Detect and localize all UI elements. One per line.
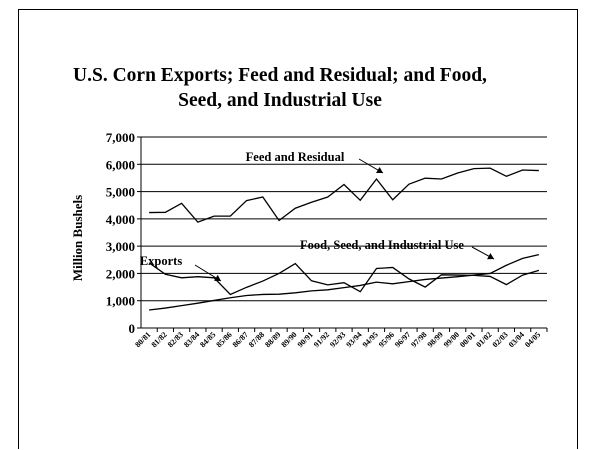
x-tick-label: 92/93 (328, 330, 347, 349)
x-tick-label: 94/95 (361, 330, 380, 349)
x-tick-label: 89/90 (279, 330, 298, 349)
x-tick-label: 99/00 (442, 330, 461, 349)
x-tick-label: 88/89 (263, 330, 282, 349)
y-tick-label: 3,000 (106, 239, 135, 254)
x-tick-label: 95/96 (377, 330, 396, 349)
annotation-label: Feed and Residual (246, 150, 345, 164)
x-tick-label: 93/94 (344, 330, 363, 349)
chart-title-line-2: Seed, and Industrial Use (178, 90, 382, 111)
x-axis-ticks: 80/8181/8282/8383/8484/8585/8686/8787/88… (133, 328, 548, 349)
annotation-arrow-head (487, 253, 494, 260)
x-tick-label: 91/92 (312, 330, 331, 349)
y-tick-label: 5,000 (106, 185, 135, 200)
x-tick-label: 86/87 (231, 330, 250, 349)
x-tick-label: 84/85 (198, 330, 217, 349)
annotation-arrow-head (376, 166, 383, 173)
y-tick-label: 2,000 (106, 266, 135, 281)
x-tick-label: 81/82 (150, 330, 169, 349)
annotation-label: Food, Seed, and Industrial Use (300, 238, 464, 252)
y-axis-label: Million Bushels (70, 195, 85, 281)
y-tick-label: 1,000 (106, 294, 135, 309)
series-line-1 (148, 262, 540, 296)
slide-frame: U.S. Corn Exports; Feed and Residual; an… (18, 9, 578, 449)
x-tick-label: 98/99 (426, 330, 445, 349)
x-tick-label: 90/91 (296, 330, 315, 349)
x-tick-label: 87/88 (247, 330, 266, 349)
x-tick-label: 03/04 (507, 330, 526, 349)
annotation-label: Exports (140, 254, 183, 268)
y-tick-label: 4,000 (106, 212, 135, 227)
y-tick-label: 6,000 (106, 157, 135, 172)
x-tick-label: 00/01 (458, 330, 477, 349)
x-tick-label: 82/83 (166, 330, 185, 349)
x-tick-label: 97/98 (409, 330, 428, 349)
annotation-arrow-head (214, 274, 221, 281)
x-tick-label: 04/05 (523, 330, 542, 349)
x-tick-label: 83/84 (182, 330, 201, 349)
line-chart: U.S. Corn Exports; Feed and Residual; an… (70, 65, 548, 349)
x-tick-label: 80/81 (133, 330, 152, 349)
y-axis-ticks: 0 1,000 2,000 3,000 4,000 5,000 6,000 7,000 (106, 130, 141, 336)
annotations: Feed and Residual Exports Food, Seed, and … (140, 150, 495, 282)
x-tick-label: 85/86 (214, 330, 233, 349)
y-tick-label: 0 (129, 321, 136, 336)
x-tick-label: 96/97 (393, 330, 412, 349)
x-tick-label: 01/02 (474, 330, 493, 349)
chart-title-line-1: U.S. Corn Exports; Feed and Residual; an… (73, 65, 487, 86)
series-lines (148, 167, 540, 311)
x-tick-label: 02/03 (491, 330, 510, 349)
y-tick-label: 7,000 (106, 130, 135, 145)
series-line-2 (149, 253, 540, 311)
series-line-0 (149, 167, 539, 223)
